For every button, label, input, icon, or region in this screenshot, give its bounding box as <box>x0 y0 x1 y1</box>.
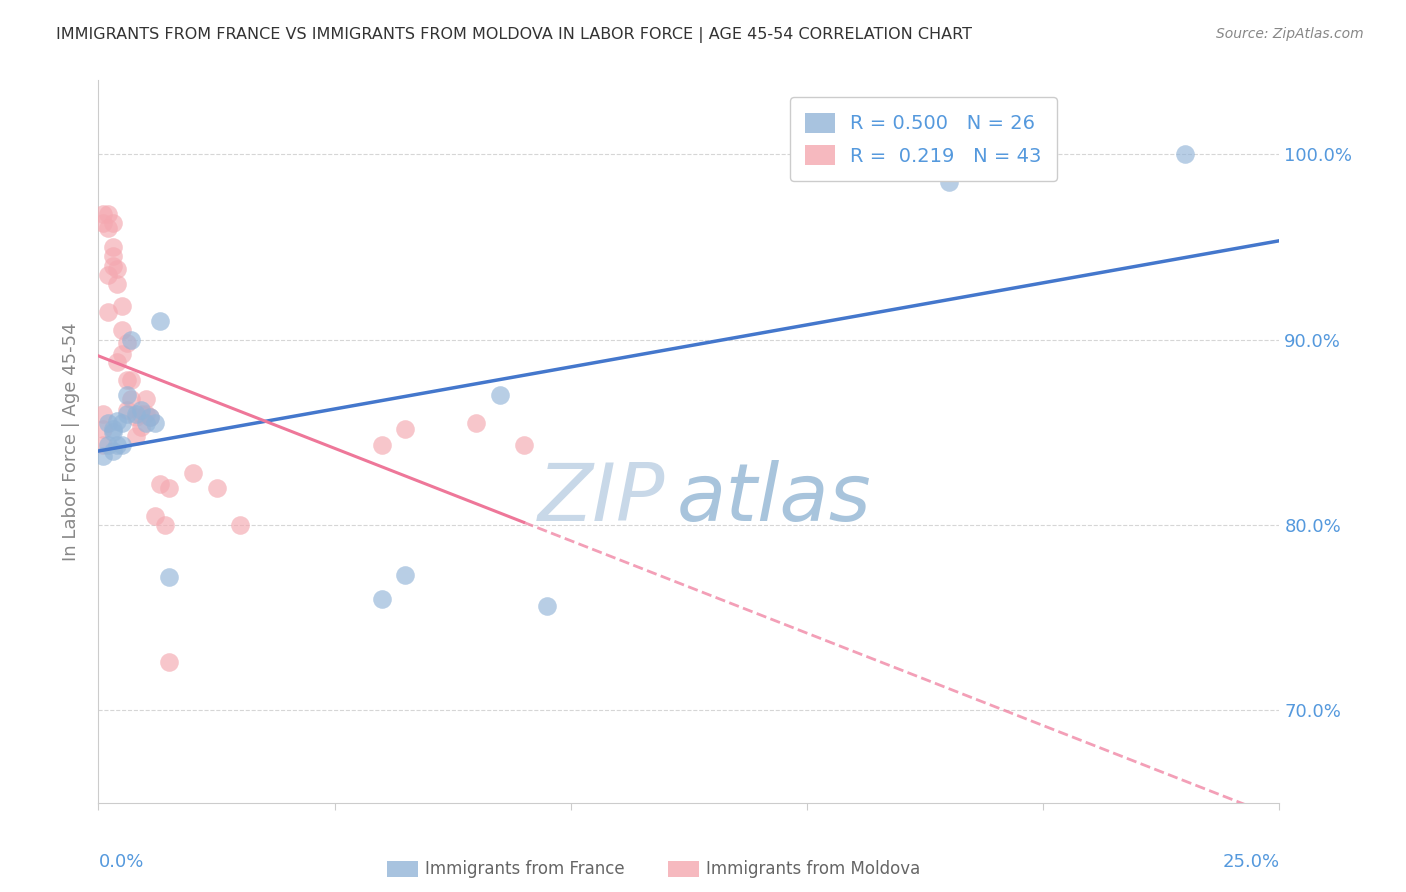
Point <box>157 655 180 669</box>
Text: 25.0%: 25.0% <box>1222 854 1279 871</box>
Point <box>105 414 128 428</box>
Point <box>125 429 148 443</box>
Point <box>157 481 180 495</box>
Point <box>371 438 394 452</box>
Point <box>143 416 166 430</box>
Point <box>115 373 138 387</box>
Point <box>105 438 128 452</box>
Point <box>536 599 558 614</box>
Point <box>101 249 124 263</box>
Point <box>135 416 157 430</box>
Point <box>97 305 120 319</box>
Point <box>91 207 114 221</box>
Point <box>153 517 176 532</box>
Point <box>149 477 172 491</box>
Point <box>91 421 114 435</box>
Point <box>181 466 204 480</box>
Point <box>125 407 148 421</box>
Point <box>101 216 124 230</box>
Point <box>229 517 252 532</box>
Text: Immigrants from France: Immigrants from France <box>425 860 624 878</box>
Point <box>394 568 416 582</box>
Point <box>139 410 162 425</box>
Point <box>135 392 157 406</box>
Point <box>129 407 152 421</box>
Point <box>91 216 114 230</box>
Point <box>121 392 143 406</box>
Point <box>111 347 134 361</box>
Point <box>129 403 152 417</box>
Point <box>115 388 138 402</box>
Point <box>97 221 120 235</box>
Point <box>143 508 166 523</box>
Text: ZIP: ZIP <box>538 460 665 539</box>
Legend: R = 0.500   N = 26, R =  0.219   N = 43: R = 0.500 N = 26, R = 0.219 N = 43 <box>790 97 1057 181</box>
Point <box>105 262 128 277</box>
Point <box>115 403 138 417</box>
Point <box>1174 147 1197 161</box>
Point <box>139 410 162 425</box>
Point <box>91 407 114 421</box>
Point <box>489 388 512 402</box>
Point <box>512 438 534 452</box>
Point <box>97 207 120 221</box>
Point <box>938 175 960 189</box>
Text: 0.0%: 0.0% <box>98 854 143 871</box>
Point <box>135 407 157 421</box>
Point <box>205 481 228 495</box>
Point <box>111 438 134 452</box>
Point <box>101 421 124 435</box>
Point <box>121 333 143 347</box>
Point <box>101 240 124 254</box>
Point <box>97 268 120 282</box>
Point <box>97 438 120 452</box>
Point <box>121 373 143 387</box>
Point <box>111 299 134 313</box>
Y-axis label: In Labor Force | Age 45-54: In Labor Force | Age 45-54 <box>62 322 80 561</box>
Point <box>157 570 180 584</box>
Point <box>465 416 488 430</box>
Text: IMMIGRANTS FROM FRANCE VS IMMIGRANTS FROM MOLDOVA IN LABOR FORCE | AGE 45-54 COR: IMMIGRANTS FROM FRANCE VS IMMIGRANTS FRO… <box>56 27 972 43</box>
Point <box>105 355 128 369</box>
Point <box>129 419 152 434</box>
Text: Source: ZipAtlas.com: Source: ZipAtlas.com <box>1216 27 1364 41</box>
Point <box>149 314 172 328</box>
Point <box>111 416 134 430</box>
Point <box>91 438 114 452</box>
Point <box>111 323 134 337</box>
Point <box>101 259 124 273</box>
Point <box>91 450 114 464</box>
Point <box>105 277 128 291</box>
Point <box>97 416 120 430</box>
Text: Immigrants from Moldova: Immigrants from Moldova <box>706 860 920 878</box>
Point <box>125 410 148 425</box>
Text: atlas: atlas <box>678 460 872 539</box>
Point <box>101 443 124 458</box>
Point <box>115 407 138 421</box>
Point <box>394 421 416 435</box>
Point <box>371 592 394 607</box>
Point <box>115 336 138 351</box>
Point <box>101 425 124 440</box>
